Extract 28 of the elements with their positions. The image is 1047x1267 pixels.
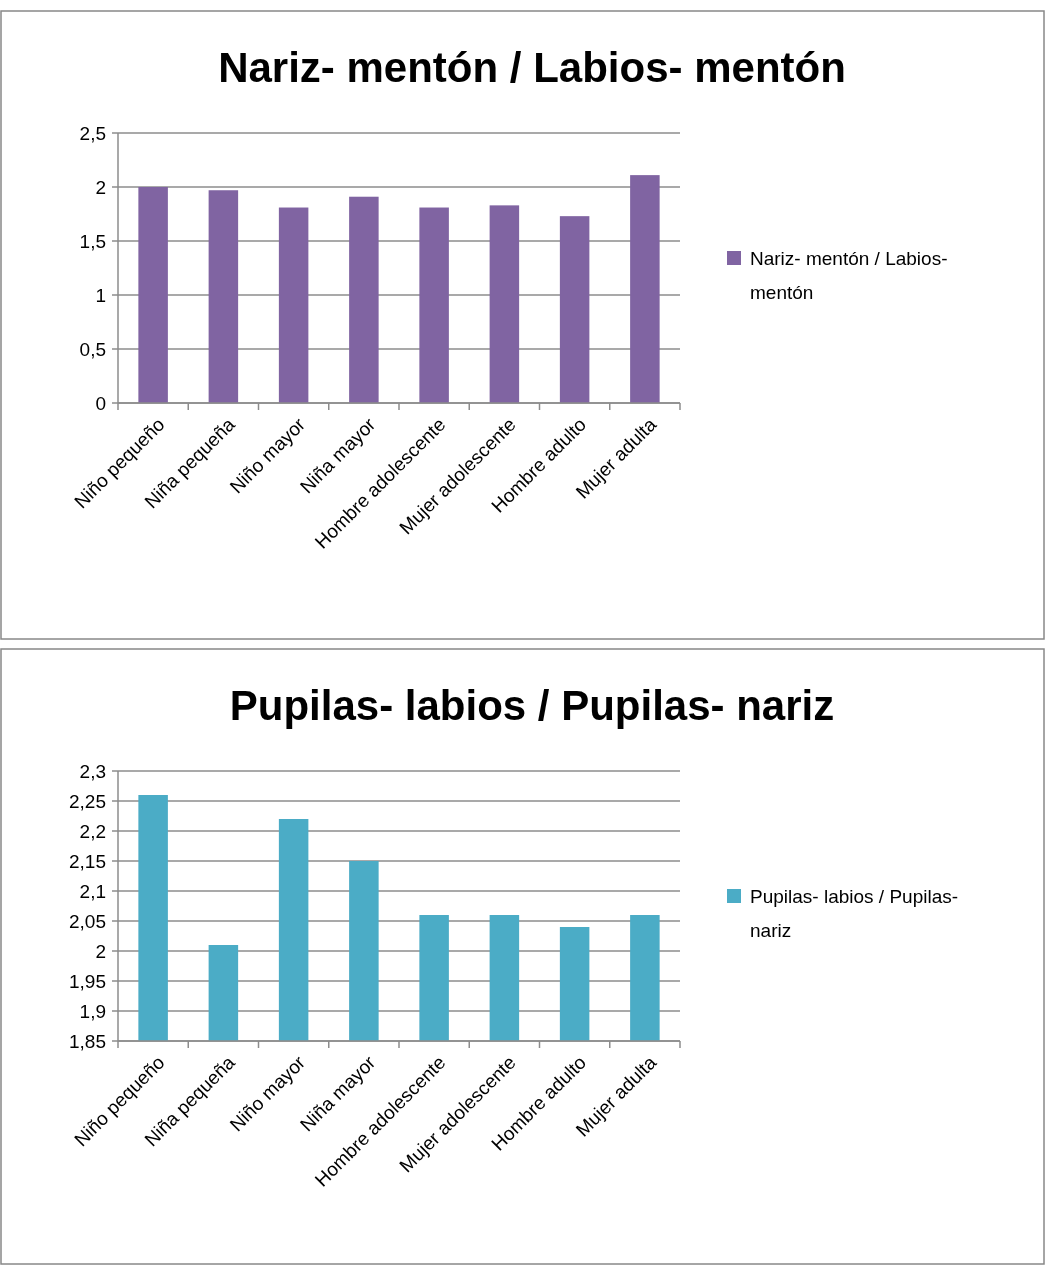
- y-tick-label: 2,15: [69, 850, 106, 872]
- y-tick-label: 2,1: [79, 880, 106, 902]
- y-tick-label: 2: [95, 176, 106, 198]
- bar: [489, 205, 520, 403]
- bar: [630, 175, 660, 403]
- y-tick-label: 2,5: [79, 122, 106, 144]
- y-tick-label: 2,3: [79, 760, 106, 782]
- y-tick-label: 2,05: [69, 910, 106, 932]
- chart-title: Nariz- mentón / Labios- mentón: [218, 44, 846, 91]
- chart-title: Pupilas- labios / Pupilas- nariz: [229, 682, 835, 729]
- y-tick-label: 2,2: [79, 820, 106, 842]
- bar: [208, 190, 239, 403]
- y-tick-label: 2,25: [69, 790, 106, 812]
- legend-label: Pupilas- labios / Pupilas- nariz: [750, 885, 959, 941]
- y-tick-label: 1: [95, 284, 106, 306]
- y-tick-label: 0,5: [79, 338, 106, 360]
- bar: [349, 196, 379, 403]
- y-tick-label: 0: [95, 392, 106, 414]
- legend-label: Nariz- mentón / Labios- mentón: [750, 247, 948, 303]
- y-tick-label: 1,95: [69, 970, 106, 992]
- bar: [138, 187, 168, 403]
- bar: [278, 207, 309, 403]
- y-tick-label: 2: [95, 940, 106, 962]
- y-tick-label: 1,5: [79, 230, 106, 252]
- y-tick-label: 1,85: [69, 1030, 106, 1052]
- bar: [419, 207, 449, 403]
- bar: [559, 216, 590, 403]
- y-tick-label: 1,9: [79, 1000, 106, 1022]
